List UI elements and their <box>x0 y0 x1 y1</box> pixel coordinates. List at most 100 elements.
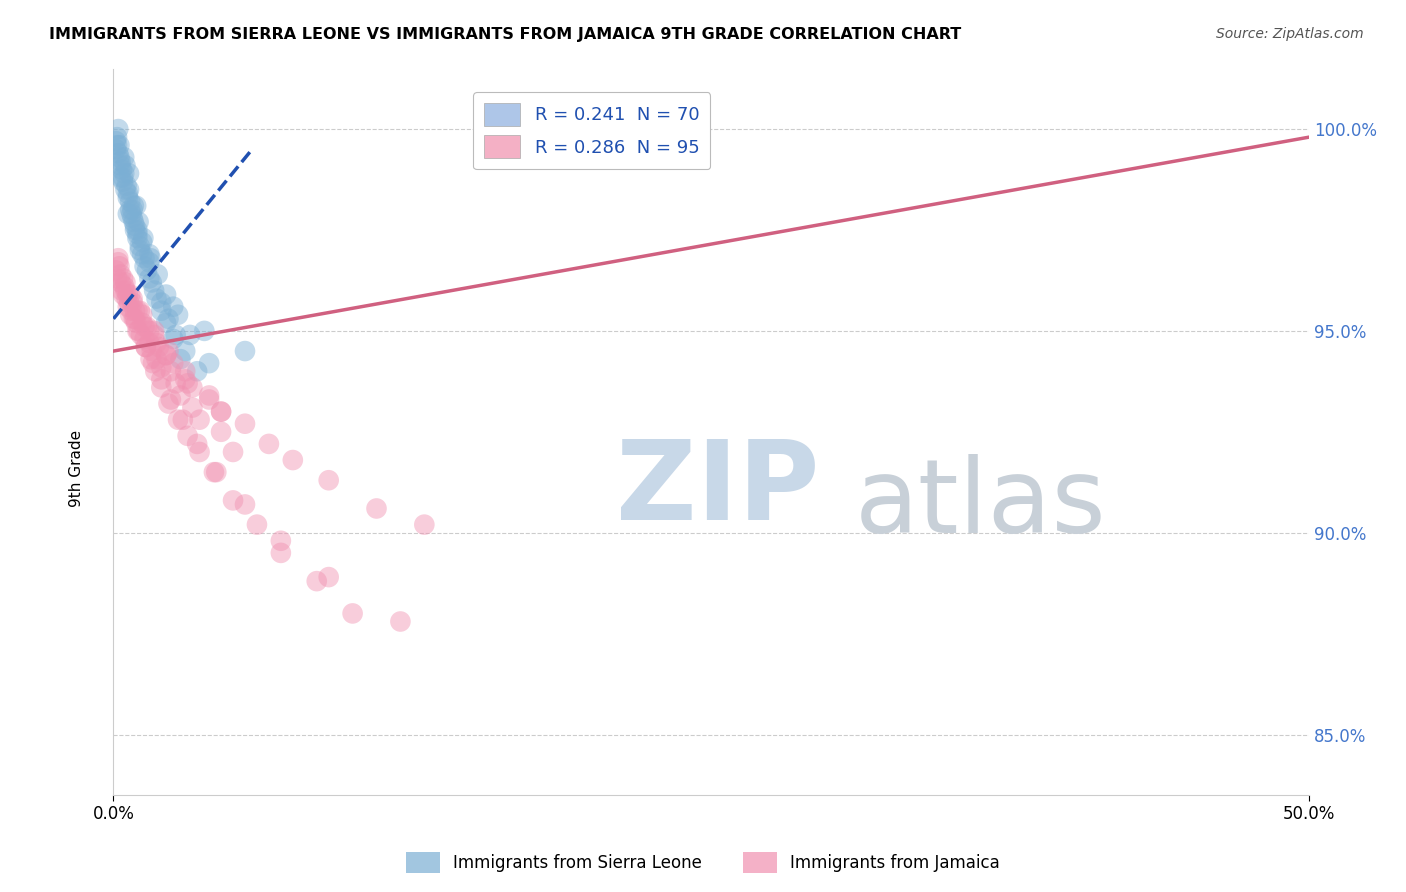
Point <box>122 199 145 213</box>
Point <box>281 453 304 467</box>
Point <box>128 303 150 318</box>
Point <box>139 352 162 367</box>
Point <box>157 396 180 410</box>
Point <box>131 235 153 249</box>
Point <box>138 255 160 269</box>
Point <box>127 324 149 338</box>
Point <box>222 445 245 459</box>
Text: ZIP: ZIP <box>616 436 820 543</box>
Point <box>125 199 148 213</box>
Point <box>131 247 153 261</box>
Point <box>157 311 180 326</box>
Point <box>104 134 127 148</box>
Point <box>162 300 184 314</box>
Point <box>129 327 152 342</box>
Point <box>246 517 269 532</box>
Point <box>132 231 155 245</box>
Point <box>120 202 142 217</box>
Point <box>257 437 280 451</box>
Point <box>176 429 198 443</box>
Point <box>141 344 163 359</box>
Point <box>122 215 145 229</box>
Point <box>145 336 167 351</box>
Point <box>112 170 135 185</box>
Point <box>143 327 166 342</box>
Point <box>110 268 132 282</box>
Point <box>110 158 132 172</box>
Point <box>125 316 148 330</box>
Point <box>128 239 150 253</box>
Point <box>188 412 211 426</box>
Point <box>118 166 141 180</box>
Point <box>117 207 139 221</box>
Point <box>181 401 204 415</box>
Point <box>112 150 135 164</box>
Point <box>105 271 128 285</box>
Point <box>160 364 183 378</box>
Point <box>105 138 128 153</box>
Point <box>127 223 149 237</box>
Point <box>142 356 165 370</box>
Point <box>186 364 208 378</box>
Point <box>198 356 221 370</box>
Point <box>121 295 143 310</box>
Text: IMMIGRANTS FROM SIERRA LEONE VS IMMIGRANTS FROM JAMAICA 9TH GRADE CORRELATION CH: IMMIGRANTS FROM SIERRA LEONE VS IMMIGRAN… <box>49 27 962 42</box>
Point <box>209 404 232 418</box>
Point <box>150 360 173 375</box>
Point <box>111 284 134 298</box>
Point <box>134 332 156 346</box>
Point <box>117 186 139 201</box>
Point <box>117 300 139 314</box>
Point <box>124 219 146 233</box>
Point <box>150 380 173 394</box>
Point <box>169 388 191 402</box>
Point <box>318 570 340 584</box>
Point <box>131 316 153 330</box>
Point <box>115 178 138 193</box>
Point <box>112 279 135 293</box>
Point <box>160 392 183 407</box>
Point <box>112 287 135 301</box>
Point <box>150 303 173 318</box>
Point <box>120 194 142 209</box>
Legend: R = 0.241  N = 70, R = 0.286  N = 95: R = 0.241 N = 70, R = 0.286 N = 95 <box>474 92 710 169</box>
Point <box>121 292 143 306</box>
Point <box>105 130 128 145</box>
Point <box>138 271 160 285</box>
Point <box>108 260 131 274</box>
Point <box>108 138 131 153</box>
Point <box>202 465 225 479</box>
Text: Source: ZipAtlas.com: Source: ZipAtlas.com <box>1216 27 1364 41</box>
Point <box>122 311 145 326</box>
Point <box>188 445 211 459</box>
Point <box>167 308 190 322</box>
Point <box>124 303 146 318</box>
Point <box>186 437 208 451</box>
Point <box>146 268 169 282</box>
Point <box>155 287 177 301</box>
Point <box>138 324 160 338</box>
Point <box>209 425 232 439</box>
Point <box>305 574 328 588</box>
Point <box>114 276 136 290</box>
Point <box>165 327 187 342</box>
Point <box>112 271 135 285</box>
Point <box>127 227 149 241</box>
Point <box>112 166 135 180</box>
Point <box>165 376 187 391</box>
Point <box>120 287 142 301</box>
Point <box>169 352 191 367</box>
Point <box>174 344 197 359</box>
Point <box>117 191 139 205</box>
Point <box>342 607 364 621</box>
Point <box>117 287 139 301</box>
Point <box>150 295 173 310</box>
Point <box>120 308 142 322</box>
Point <box>193 324 215 338</box>
Point <box>121 211 143 225</box>
Point <box>389 615 412 629</box>
Point <box>318 473 340 487</box>
Point <box>124 223 146 237</box>
Y-axis label: 9th Grade: 9th Grade <box>69 430 83 507</box>
Point <box>176 376 198 391</box>
